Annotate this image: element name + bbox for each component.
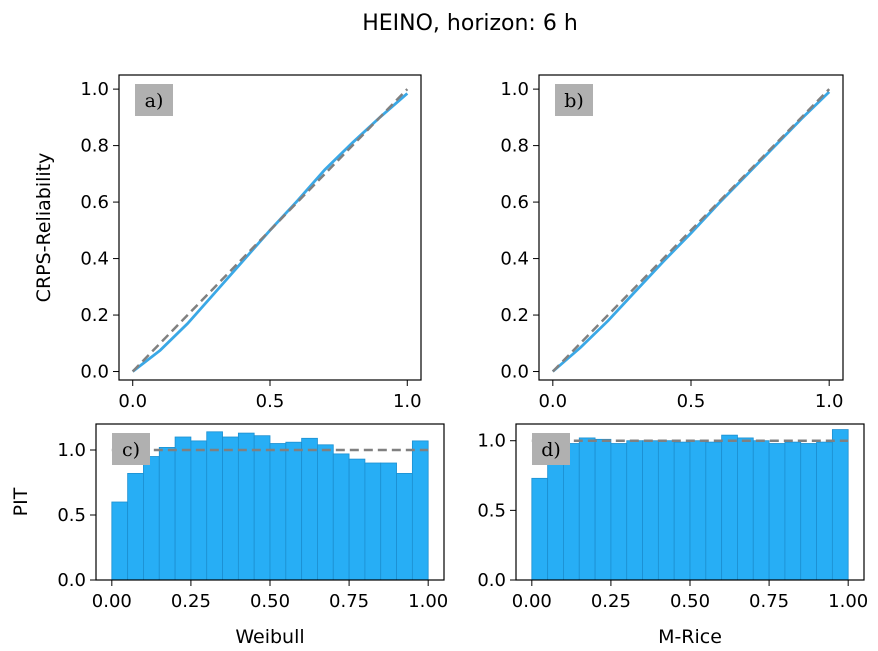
y-tick-label: 0.5 — [477, 500, 506, 521]
y-tick-label: 0.0 — [80, 362, 109, 383]
pit-bar — [721, 434, 738, 581]
y-tick-label: 1.0 — [57, 440, 86, 461]
pit-bar — [816, 441, 833, 581]
pit-bar — [831, 429, 849, 581]
x-tick-label: 1.0 — [393, 391, 422, 412]
y-tick-label: 0.0 — [500, 362, 529, 383]
panels: 0.0 0.5 1.0 0.0 0.2 0.4 0.6 0.8 1.0 a) CRPS-Reliab… — [10, 74, 868, 648]
pit-bar — [127, 472, 144, 581]
x-tick-label: 0.00 — [512, 591, 552, 612]
pit-bar — [784, 441, 802, 581]
x-tick-label: 0.00 — [92, 591, 132, 612]
x-axis-label: M-Rice — [658, 626, 722, 648]
pit-bar — [800, 443, 817, 581]
pit-bar — [380, 462, 397, 581]
pit-bar — [752, 440, 770, 581]
x-tick-label: 0.0 — [118, 391, 147, 412]
pit-bar — [626, 440, 643, 581]
pit-bar — [657, 440, 675, 581]
pit-bar — [531, 477, 549, 581]
pit-bar — [174, 436, 192, 581]
pit-bar — [689, 440, 707, 581]
pit-bar — [348, 458, 366, 581]
y-tick-label: 0.8 — [80, 136, 109, 157]
x-tick-label: 0.75 — [749, 591, 789, 612]
x-tick-label: 1.0 — [815, 391, 844, 412]
x-tick-label: 0.25 — [171, 591, 211, 612]
pit-bar — [269, 443, 287, 581]
pit-bar — [705, 441, 723, 581]
figure-title: HEINO, horizon: 6 h — [362, 11, 578, 36]
pit-bar — [642, 440, 659, 581]
pit-bar — [301, 437, 318, 581]
pit-bar — [396, 472, 413, 581]
x-tick-label: 0.0 — [538, 391, 567, 412]
ideal-reliability-line — [131, 88, 409, 373]
pit-bar — [190, 440, 208, 581]
panel-tag-box — [532, 433, 570, 465]
pit-bar — [610, 443, 628, 581]
x-tick-label: 0.50 — [250, 591, 290, 612]
y-tick-label: 0.5 — [57, 505, 86, 526]
pit-bar — [237, 432, 255, 581]
pit-bar — [253, 435, 271, 581]
pit-bar — [364, 462, 382, 581]
pit-bar — [111, 501, 129, 581]
y-tick-label: 1.0 — [477, 431, 506, 452]
x-tick-label: 1.00 — [408, 591, 448, 612]
x-tick-label: 0.25 — [591, 591, 631, 612]
panel-4: 0.00 0.25 0.50 0.75 1.00 0.0 0.5 1.0 d) M-Rice — [477, 423, 868, 648]
x-tick-label: 0.5 — [256, 391, 285, 412]
y-tick-label: 0.0 — [477, 570, 506, 591]
pit-bar — [737, 437, 754, 581]
pit-bar — [547, 462, 564, 581]
y-tick-label: 0.4 — [500, 249, 529, 270]
pit-bar — [143, 456, 160, 581]
pit-bar — [222, 436, 239, 581]
pit-bar — [673, 441, 691, 581]
pit-bar — [317, 444, 334, 581]
pit-bar — [578, 437, 596, 581]
ideal-reliability-line — [551, 88, 831, 373]
y-tick-label: 0.4 — [80, 249, 109, 270]
panel-tag-box — [135, 84, 173, 116]
panel-tag-label: c) — [122, 439, 140, 461]
x-tick-label: 1.00 — [828, 591, 868, 612]
panel-tag-label: d) — [541, 439, 561, 461]
pit-bar — [206, 431, 223, 581]
y-tick-label: 1.0 — [80, 79, 109, 100]
panel-2: 0.0 0.5 1.0 0.0 0.2 0.4 0.6 0.8 1.0 b) — [500, 74, 844, 412]
y-tick-label: 0.2 — [80, 305, 109, 326]
pit-bar — [158, 446, 176, 581]
panel-1: 0.0 0.5 1.0 0.0 0.2 0.4 0.6 0.8 1.0 a) CRPS-Reliab… — [33, 74, 422, 412]
y-tick-label: 0.6 — [500, 192, 529, 213]
x-tick-label: 0.5 — [677, 391, 706, 412]
x-tick-label: 0.50 — [670, 591, 710, 612]
y-tick-label: 1.0 — [500, 79, 529, 100]
y-tick-label: 0.2 — [500, 305, 529, 326]
y-tick-label: 0.8 — [500, 136, 529, 157]
pit-bar — [768, 443, 786, 581]
x-axis-label: Weibull — [235, 626, 304, 648]
y-axis-label: PIT — [10, 487, 32, 516]
panel-tag-box — [555, 84, 593, 116]
pit-bar — [285, 441, 303, 581]
pit-bar — [332, 453, 350, 581]
y-tick-label: 0.6 — [80, 192, 109, 213]
pit-bar — [594, 438, 612, 581]
y-tick-label: 0.0 — [57, 570, 86, 591]
y-axis-label: CRPS-Reliability — [33, 153, 55, 303]
panel-tag-box — [112, 433, 150, 465]
pit-bar — [411, 440, 429, 581]
panel-3: 0.00 0.25 0.50 0.75 1.00 0.0 0.5 1.0 c) Weibull PI… — [10, 423, 448, 648]
panel-tag-label: b) — [564, 90, 584, 112]
x-tick-label: 0.75 — [329, 591, 369, 612]
panel-tag-label: a) — [145, 90, 164, 112]
